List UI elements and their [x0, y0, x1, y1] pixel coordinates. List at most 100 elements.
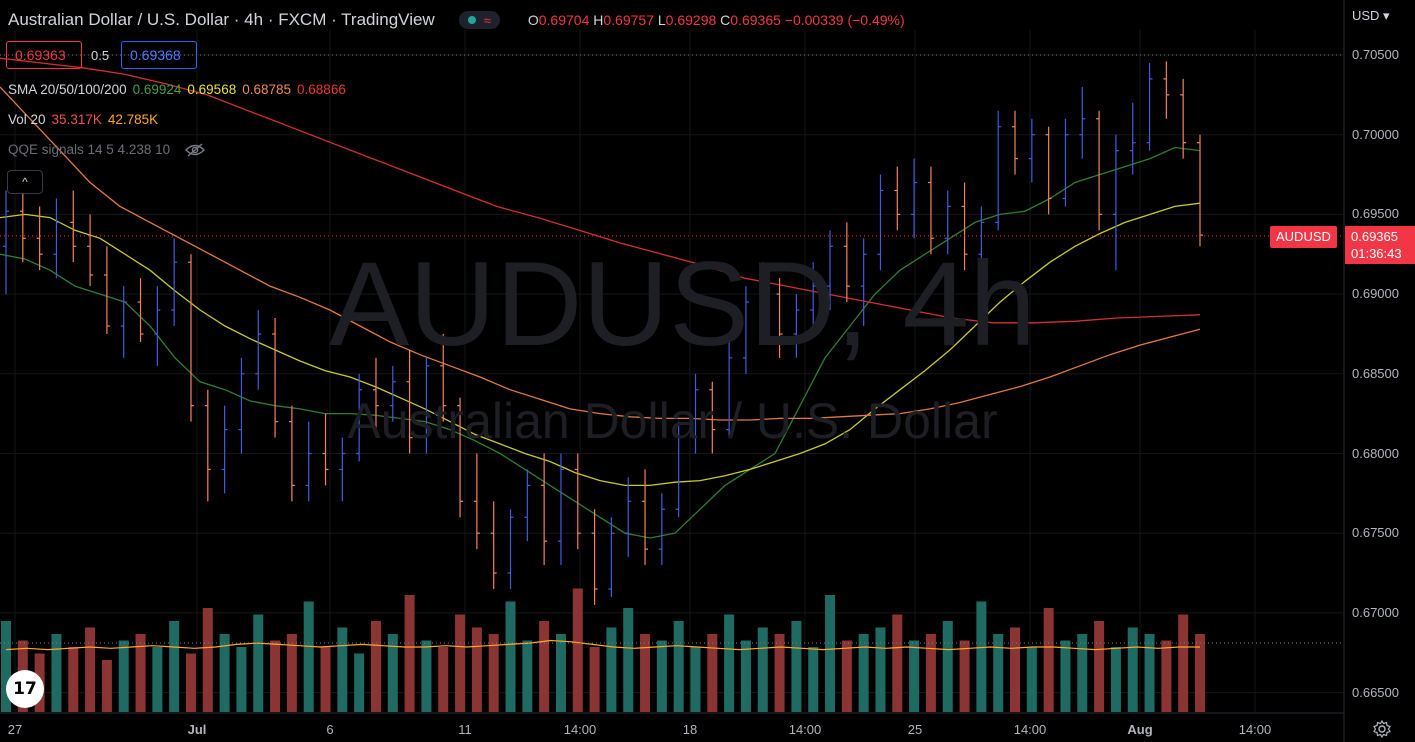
- volume-bar: [236, 647, 247, 712]
- qqe-title: QQE signals 14 5 4.238 10: [8, 142, 171, 157]
- volume-bar: [707, 634, 718, 712]
- volume-value: 35.317K: [51, 112, 102, 127]
- volume-bar: [85, 627, 96, 712]
- volume-bar: [791, 621, 802, 712]
- volume-bar: [135, 634, 146, 712]
- time-tick-label: 14:00: [563, 722, 597, 737]
- change-value: −0.00339 (−0.49%): [784, 12, 905, 28]
- symbol-price-tag: AUDUSD: [1270, 226, 1337, 248]
- volume-bar: [270, 640, 281, 712]
- collapse-legend-button[interactable]: ^: [7, 170, 43, 194]
- volume-bar: [656, 640, 667, 712]
- volume-bar: [303, 601, 314, 712]
- volume-bar: [572, 588, 583, 712]
- volume-bar: [942, 621, 953, 712]
- volume-ma-value: 42.785K: [107, 112, 159, 127]
- price-tick-label: 0.70000: [1352, 126, 1399, 142]
- volume-bar: [976, 601, 987, 712]
- volume-bar: [387, 634, 398, 712]
- volume-bar: [51, 634, 62, 712]
- sma200-value: 0.68866: [297, 82, 346, 97]
- price-tick-label: 0.66500: [1352, 684, 1399, 700]
- symbol-legend[interactable]: Australian Dollar / U.S. Dollar · 4h · F…: [8, 10, 905, 30]
- volume-bar: [1010, 627, 1021, 712]
- volume-bar: [1161, 640, 1172, 712]
- sma50-line: [0, 202, 1201, 487]
- sma20-value: 0.69924: [132, 82, 182, 97]
- volume-bar: [169, 621, 180, 712]
- symbol-title[interactable]: Australian Dollar / U.S. Dollar · 4h · F…: [8, 10, 435, 29]
- volume-bar: [740, 640, 751, 712]
- volume-bar: [1127, 627, 1138, 712]
- volume-bar: [1, 621, 11, 712]
- volume-bar: [320, 647, 331, 712]
- volume-bar: [118, 640, 129, 712]
- time-tick-label: Jul: [187, 722, 207, 737]
- last-price-label: 0.69365 01:36:43: [1345, 226, 1415, 264]
- volume-bar: [909, 640, 920, 712]
- volume-bar: [421, 640, 432, 712]
- spread-value: 0.5: [91, 48, 110, 63]
- volume-bar: [606, 627, 617, 712]
- bar-countdown: 01:36:43: [1351, 246, 1402, 261]
- volume-ma-line: [5, 639, 1200, 651]
- market-status[interactable]: ≈: [458, 11, 500, 29]
- volume-bar: [286, 634, 297, 712]
- sma200-line: [0, 57, 1201, 324]
- volume-bar: [724, 614, 735, 712]
- sell-button[interactable]: 0.69363: [6, 41, 82, 69]
- volume-bar: [1060, 640, 1071, 712]
- price-tick-label: 0.67500: [1352, 525, 1399, 541]
- sma-legend[interactable]: SMA 20/50/100/200 0.69924 0.69568 0.6878…: [8, 82, 346, 97]
- volume-bar: [690, 647, 701, 712]
- volume-bar: [185, 653, 196, 712]
- volume-bar: [757, 627, 768, 712]
- volume-legend[interactable]: Vol 20 35.317K 42.785K: [8, 112, 158, 127]
- volume-bar: [875, 627, 886, 712]
- open-value: 0.69704: [538, 12, 590, 28]
- volume-bar: [589, 647, 600, 712]
- volume-bar: [1144, 634, 1155, 712]
- volume-bar: [337, 627, 348, 712]
- price-tick-label: 0.70500: [1352, 47, 1399, 62]
- close-value: 0.69365: [730, 12, 781, 28]
- time-tick-label: 11: [458, 722, 472, 737]
- time-tick-label: 25: [907, 722, 923, 737]
- volume-bar: [505, 601, 516, 712]
- volume-bar: [1094, 621, 1105, 712]
- price-tick-label: 0.67000: [1352, 604, 1399, 620]
- volume-bar: [1195, 634, 1205, 712]
- volume-bar: [68, 647, 79, 712]
- low-value: 0.69298: [665, 12, 717, 28]
- hidden-eye-icon[interactable]: [184, 142, 206, 157]
- volume-bar: [404, 595, 415, 712]
- ohlc-values: O0.69704 H0.69757 L0.69298 C0.69365 −0.0…: [527, 12, 905, 28]
- volume-bar: [370, 621, 381, 712]
- volume-bar: [808, 647, 819, 712]
- price-tick-label: 0.68500: [1352, 365, 1399, 381]
- volume-title: Vol 20: [8, 112, 46, 127]
- volume-bar: [673, 621, 684, 712]
- gear-icon[interactable]: [1373, 720, 1391, 738]
- time-tick-label: 14:00: [1013, 722, 1047, 737]
- volume-bar: [1110, 647, 1121, 712]
- volume-bar: [841, 640, 852, 712]
- volume-bar: [1043, 608, 1054, 712]
- volume-bar: [555, 634, 566, 712]
- volume-bar: [539, 621, 550, 712]
- sma20-line: [0, 146, 1201, 539]
- volume-bar: [959, 640, 970, 712]
- volume-bar: [1026, 647, 1037, 712]
- volume-bar: [522, 640, 533, 712]
- sma-title: SMA 20/50/100/200: [8, 82, 127, 97]
- volume-bar: [101, 660, 112, 712]
- tradingview-logo[interactable]: 17: [6, 670, 44, 708]
- qqe-legend[interactable]: QQE signals 14 5 4.238 10: [8, 142, 206, 157]
- buy-button[interactable]: 0.69368: [121, 41, 197, 69]
- price-tick-label: 0.69500: [1352, 206, 1399, 222]
- currency-selector[interactable]: USD ▾: [1352, 8, 1390, 23]
- price-tick-label: 0.68000: [1352, 445, 1399, 461]
- volume-bar: [152, 647, 163, 712]
- time-tick-label: 6: [326, 722, 334, 737]
